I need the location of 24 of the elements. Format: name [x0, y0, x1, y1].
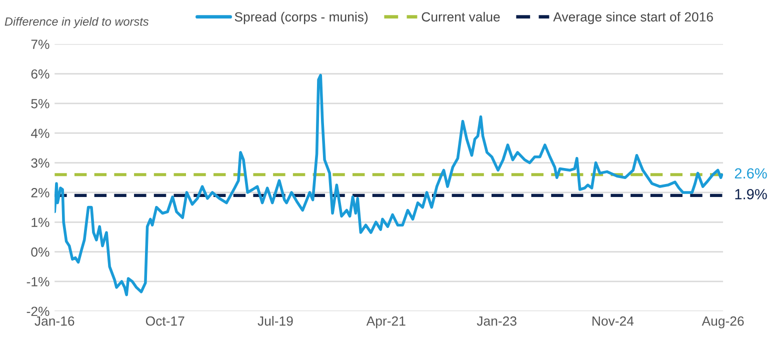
y-tick-label: -2%: [26, 306, 50, 316]
x-tick-label: Oct-17: [146, 316, 184, 326]
y-tick-label: 2%: [31, 188, 50, 198]
x-tick-label: Jan-23: [476, 316, 516, 326]
x-tick-label: Nov-24: [592, 316, 634, 326]
legend-label: Spread (corps - munis): [234, 12, 368, 24]
legend-label: Average since start of 2016: [553, 12, 713, 24]
x-tick-label: Aug-26: [702, 316, 744, 328]
y-tick-label: 3%: [31, 158, 50, 168]
line-series: [54, 74, 724, 296]
y-tick-label: 0%: [31, 247, 50, 257]
x-tick-label: Jan-16: [34, 316, 74, 326]
y-tick-label: 4%: [30, 128, 50, 138]
y-axis-title: Difference in yield to worsts: [4, 17, 149, 28]
x-tick-label: Jul-19: [258, 316, 293, 326]
x-tick-label: Apr-21: [366, 316, 406, 328]
y-tick-label: 1%: [32, 218, 50, 227]
legend-label: Current value: [422, 12, 500, 22]
y-tick-label: 5%: [31, 99, 50, 108]
y-tick-label: 7%: [31, 40, 50, 49]
y-tick-label: 6%: [31, 69, 50, 79]
annotation: 2.6%: [734, 168, 767, 179]
annotation: 1.9%: [735, 189, 767, 200]
y-tick-label: -1%: [26, 277, 50, 286]
